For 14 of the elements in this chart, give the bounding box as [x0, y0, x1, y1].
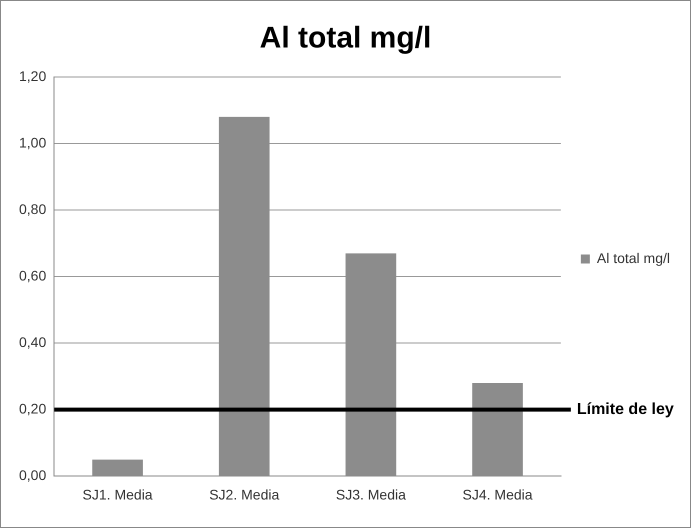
x-tick-label: SJ1. Media: [82, 486, 153, 502]
y-tick-label: 1,00: [19, 134, 46, 150]
ref-line-label: Límite de ley: [576, 401, 674, 418]
y-tick-label: 1,20: [19, 68, 46, 84]
y-tick-label: 0,00: [19, 467, 46, 484]
y-tick-label: 0,20: [19, 400, 46, 417]
y-tick-label: 0,40: [19, 334, 46, 350]
x-tick-label: SJ2. Media: [209, 486, 280, 502]
x-tick-label: SJ4. Media: [462, 486, 533, 502]
y-tick-label: 0,80: [19, 200, 46, 217]
x-tick-label: SJ3. Media: [336, 486, 406, 502]
legend-label: Al total mg/l: [596, 250, 670, 266]
chart-title: Al total mg/l: [260, 21, 432, 54]
y-tick-label: 0,60: [19, 267, 46, 284]
